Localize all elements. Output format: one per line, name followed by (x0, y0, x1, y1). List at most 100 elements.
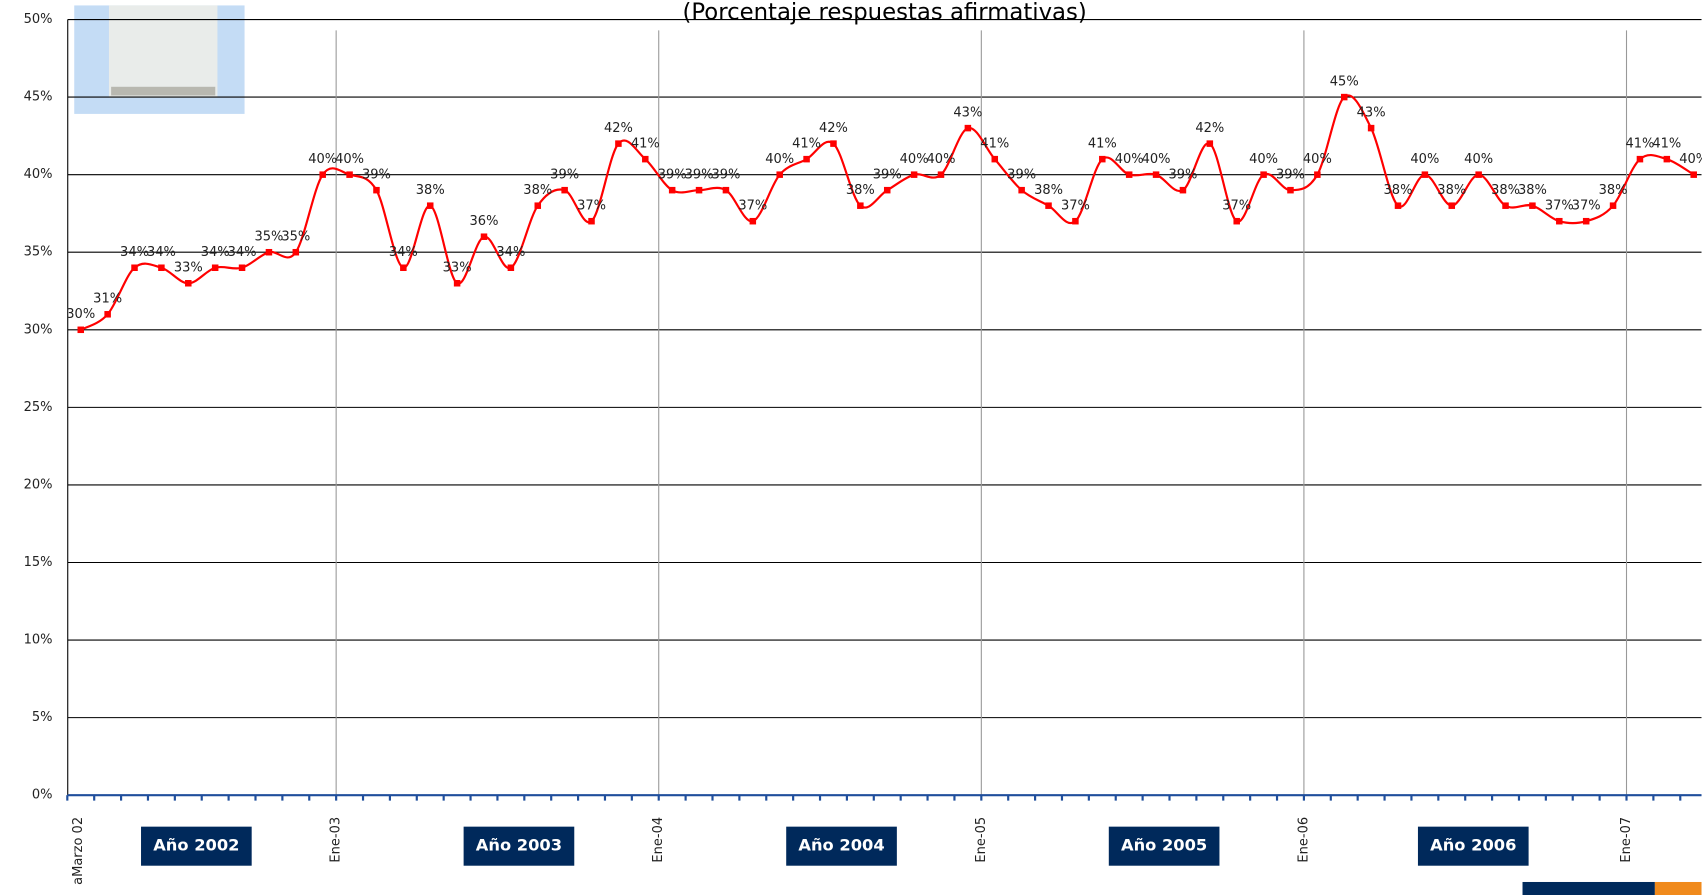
point (938, 171, 945, 178)
data-label: 33% (443, 261, 472, 276)
point (1045, 202, 1052, 209)
point (1314, 171, 1321, 178)
point (1529, 202, 1536, 209)
data-label: 38% (416, 183, 445, 198)
data-label: 33% (174, 261, 203, 276)
point (1583, 218, 1590, 225)
point (965, 125, 972, 132)
data-label: 37% (577, 199, 606, 214)
point (750, 218, 757, 225)
y-tick-label: 25% (24, 400, 53, 415)
y-tick-label: 35% (24, 245, 53, 260)
point (1637, 156, 1644, 163)
chart-title: (Porcentaje respuestas afirmativas) (683, 0, 1087, 26)
data-label: 39% (1276, 167, 1305, 182)
data-label: 37% (738, 199, 767, 214)
data-label: 30% (66, 307, 95, 322)
data-label: 43% (953, 105, 982, 120)
data-label: 34% (201, 245, 230, 260)
point (1422, 171, 1429, 178)
point (239, 264, 246, 271)
year-badge-label: Año 2002 (153, 836, 239, 855)
data-label: 36% (470, 214, 499, 229)
data-label: 39% (1168, 167, 1197, 182)
data-label: 38% (523, 183, 552, 198)
point (1018, 187, 1025, 194)
data-label: 41% (1625, 136, 1654, 151)
data-label: 40% (335, 152, 364, 167)
point (454, 280, 461, 287)
x-tick-label: Ene-03 (329, 817, 344, 863)
point (78, 327, 85, 334)
data-label: 38% (846, 183, 875, 198)
data-label: 31% (93, 292, 122, 307)
point (400, 264, 407, 271)
point (1126, 171, 1133, 178)
x-tick-label: Ene-06 (1296, 817, 1311, 863)
point (669, 187, 676, 194)
point (642, 156, 649, 163)
data-label: 40% (1249, 152, 1278, 167)
point (1260, 171, 1267, 178)
point (1099, 156, 1106, 163)
y-tick-label: 5% (32, 710, 53, 725)
point (535, 202, 542, 209)
x-tick-label: Ene-07 (1619, 817, 1634, 863)
point (1556, 218, 1563, 225)
data-label: 41% (631, 136, 660, 151)
point (723, 187, 730, 194)
point (992, 156, 999, 163)
point (346, 171, 353, 178)
point (803, 156, 810, 163)
chart: (Porcentaje respuestas afirmativas) 0% 5%… (0, 0, 1702, 895)
data-label: 40% (308, 152, 337, 167)
page: {"chart_data": {"type": "line", "title":… (0, 0, 1702, 895)
point (1180, 187, 1187, 194)
point (212, 264, 219, 271)
data-label: 39% (658, 167, 687, 182)
data-label: 39% (685, 167, 714, 182)
point (293, 249, 300, 256)
data-label: 39% (873, 167, 902, 182)
point (1690, 171, 1697, 178)
point (1153, 171, 1160, 178)
data-label: 40% (900, 152, 929, 167)
data-label: 39% (1007, 167, 1036, 182)
data-label: 38% (1034, 183, 1063, 198)
data-label: 41% (980, 136, 1009, 151)
point (266, 249, 273, 256)
data-label: 40% (1115, 152, 1144, 167)
data-label: 34% (228, 245, 257, 260)
point (1610, 202, 1617, 209)
year-badge-label: Año 2005 (1121, 836, 1207, 855)
data-label: 38% (1518, 183, 1547, 198)
point (508, 264, 515, 271)
point (911, 171, 918, 178)
point (1664, 156, 1671, 163)
data-label: 41% (1088, 136, 1117, 151)
year-badge-label: Año 2004 (798, 836, 884, 855)
point (158, 264, 165, 271)
point (427, 202, 434, 209)
data-label: 38% (1384, 183, 1413, 198)
point (830, 140, 837, 147)
footer-bar-accent (1655, 882, 1702, 895)
data-label: 38% (1491, 183, 1520, 198)
data-label: 38% (1599, 183, 1628, 198)
point (1368, 125, 1375, 132)
data-label: 43% (1357, 105, 1386, 120)
point (561, 187, 568, 194)
y-tick-label: 50% (24, 12, 53, 27)
x-tick-label: Ene-04 (651, 817, 666, 863)
y-tick-label: 0% (32, 788, 53, 803)
footer-bar (1523, 882, 1655, 895)
data-label: 45% (1330, 74, 1359, 89)
data-label: 40% (1142, 152, 1171, 167)
data-label: 34% (389, 245, 418, 260)
data-label: 34% (120, 245, 149, 260)
data-label: 40% (765, 152, 794, 167)
point (481, 233, 488, 240)
data-label: 42% (819, 121, 848, 136)
data-label: 40% (1464, 152, 1493, 167)
point (1395, 202, 1402, 209)
